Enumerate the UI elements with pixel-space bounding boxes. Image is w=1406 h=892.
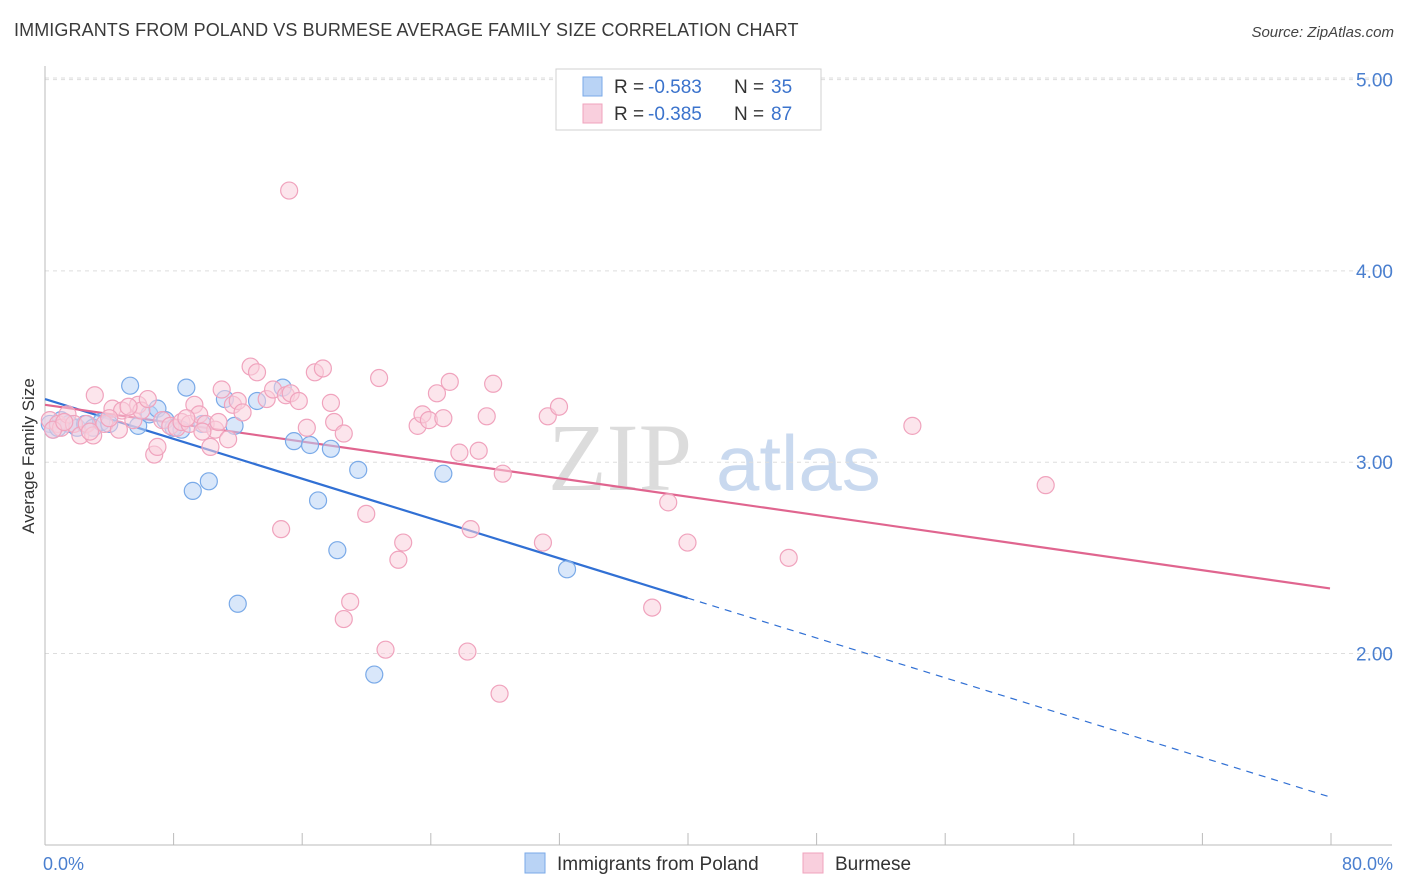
y-axis-label: Average Family Size (19, 378, 38, 534)
point-burmese (334, 609, 353, 629)
point-poland (321, 439, 341, 458)
trend-line-poland (44, 398, 688, 600)
y-tick-label: 5.00 (1356, 71, 1393, 92)
point-burmese (272, 520, 291, 539)
point-burmese (55, 412, 74, 432)
point-burmese (477, 407, 496, 426)
point-burmese (334, 424, 353, 443)
point-burmese (119, 397, 138, 416)
point-poland (183, 481, 202, 500)
point-burmese (458, 642, 477, 661)
point-burmese (357, 504, 376, 523)
legend-r-value: -0.385 (648, 104, 702, 125)
legend: R = -0.583 N = 35 R = -0.385 N = 87 (555, 68, 822, 131)
point-burmese (85, 386, 104, 405)
point-burmese (148, 437, 167, 456)
y-tick-label: 3.00 (1356, 453, 1393, 474)
legend-n-label: N = (734, 77, 764, 98)
point-burmese (100, 409, 119, 428)
point-burmese (321, 393, 341, 412)
point-poland (365, 665, 384, 684)
legend-n-value: 35 (771, 77, 792, 98)
point-burmese (434, 409, 453, 428)
point-burmese (1036, 476, 1055, 495)
point-burmese (219, 430, 238, 449)
chart-source: Source: ZipAtlas.com (1251, 24, 1394, 41)
x-tick-label: 0.0% (43, 854, 84, 874)
watermark: ZIP atlas (548, 404, 881, 511)
legend-r-label: R = (614, 104, 644, 125)
point-burmese (493, 464, 512, 483)
point-burmese (313, 359, 332, 378)
point-burmese (297, 418, 316, 437)
legend-r-value: -0.583 (648, 77, 702, 98)
point-burmese (427, 384, 447, 403)
point-burmese (469, 441, 488, 460)
legend-n-label: N = (734, 104, 764, 125)
point-poland (300, 435, 320, 455)
point-poland (308, 491, 328, 510)
point-burmese (247, 363, 267, 382)
point-poland (284, 432, 304, 451)
point-burmese (549, 397, 569, 416)
bottom-legend-swatch (524, 852, 546, 874)
point-burmese (389, 550, 408, 569)
point-burmese (490, 684, 509, 703)
y-tick-label: 4.00 (1356, 262, 1393, 283)
point-burmese (643, 598, 662, 617)
point-burmese (193, 422, 212, 441)
bottom-legend-label: Burmese (835, 854, 911, 875)
point-burmese (289, 391, 308, 411)
point-burmese (80, 422, 100, 441)
point-poland (228, 594, 247, 613)
trend-line-burmese (44, 403, 1331, 590)
trend-line-poland-extension (687, 597, 1331, 798)
point-burmese (461, 520, 480, 539)
legend-n-value: 87 (771, 104, 792, 125)
point-poland (199, 472, 218, 491)
x-tick-label: 80.0% (1342, 854, 1393, 874)
point-burmese (201, 437, 220, 456)
point-burmese (484, 374, 503, 393)
point-burmese (209, 412, 228, 432)
point-burmese (370, 368, 389, 388)
point-burmese (678, 533, 697, 552)
axes (44, 66, 1392, 846)
point-poland (328, 541, 347, 560)
point-burmese (138, 389, 157, 409)
legend-r-label: R = (614, 77, 644, 98)
point-poland (177, 378, 196, 397)
point-poland (434, 464, 453, 483)
point-burmese (659, 493, 678, 512)
point-burmese (177, 409, 196, 428)
data-points (40, 181, 1055, 703)
legend-swatch (582, 76, 603, 97)
y-tick-label: 2.00 (1356, 645, 1393, 666)
point-burmese (341, 592, 360, 611)
chart-title: IMMIGRANTS FROM POLAND VS BURMESE AVERAG… (14, 20, 799, 40)
bottom-legend-label: Immigrants from Poland (557, 854, 759, 875)
bottom-legend-swatch (802, 852, 824, 874)
point-burmese (450, 443, 469, 462)
legend-swatch (582, 103, 603, 124)
trend-lines (44, 398, 1331, 798)
point-burmese (280, 181, 299, 200)
tick-labels: 2.00 3.00 4.00 5.00 0.0% 80.0% (43, 71, 1393, 874)
point-burmese (779, 548, 798, 567)
bottom-legend: Immigrants from Poland Burmese (524, 852, 911, 875)
point-burmese (233, 403, 252, 422)
point-poland (121, 376, 140, 395)
point-burmese (440, 372, 459, 391)
point-burmese (212, 380, 231, 399)
point-burmese (394, 533, 413, 552)
point-burmese (376, 640, 395, 659)
point-burmese (533, 533, 553, 552)
point-poland (557, 560, 577, 579)
point-burmese (903, 416, 922, 435)
point-poland (349, 460, 368, 479)
watermark-atlas: atlas (716, 419, 881, 507)
